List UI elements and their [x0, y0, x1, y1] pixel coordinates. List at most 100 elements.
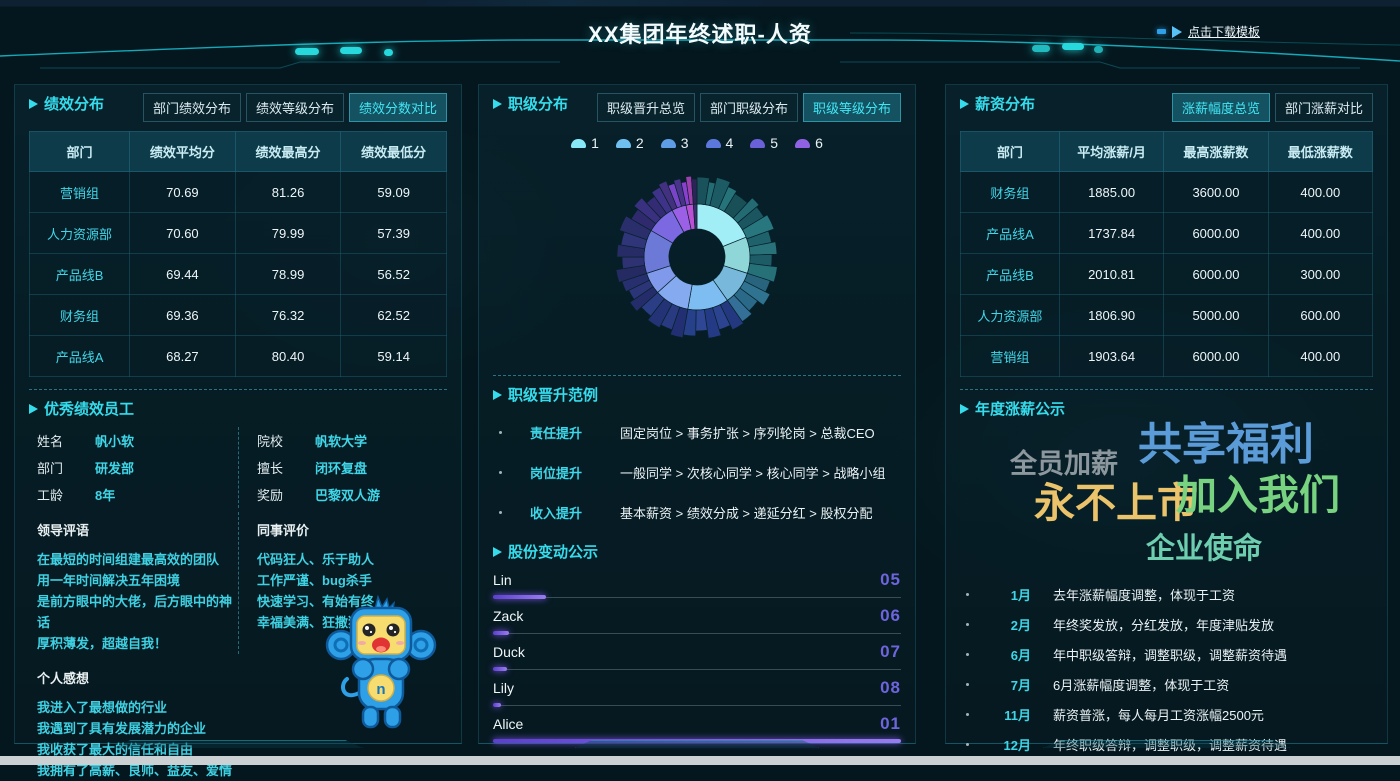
table-cell: 79.99: [235, 213, 341, 254]
raise-announcement-title: 年度涨薪公示: [960, 398, 1373, 419]
dashed-divider: [29, 389, 447, 390]
comment-line: 工作严谨、bug杀手: [257, 570, 447, 591]
table-cell: 1903.64: [1059, 336, 1163, 377]
legend-item[interactable]: 1: [571, 135, 599, 151]
field-value: 巴黎双人游: [315, 485, 380, 504]
triangle-marker-icon: [29, 404, 38, 414]
promotion-row: 岗位提升 一般同学 > 次核心同学 > 核心同学 > 战略小组: [499, 460, 901, 485]
table-cell: 营销组: [961, 336, 1060, 377]
bullet-dot: [966, 683, 969, 686]
raise-wordcloud: 共享福利 全员加薪 永不上市 加入我们 企业使命: [960, 421, 1373, 579]
field-label: 工龄: [37, 485, 95, 504]
download-link-label: 点击下载模板: [1188, 23, 1260, 40]
field-value: 闭环复盘: [315, 458, 367, 477]
table-row: 财务组 69.36 76.32 62.52: [30, 295, 447, 336]
legend-item[interactable]: 4: [706, 135, 734, 151]
share-name: Alice: [493, 716, 523, 732]
table-cell: 财务组: [961, 172, 1060, 213]
employee-fields-right: 院校 帆软大学 擅长 闭环复盘 奖励 巴黎双人游: [238, 427, 447, 508]
table-cell: 59.14: [341, 336, 447, 377]
table-cell: 81.26: [235, 172, 341, 213]
svg-text:n: n: [376, 681, 385, 698]
download-arrow-icon: [1172, 26, 1182, 38]
monkey-mascot-image: n: [323, 595, 439, 731]
triangle-marker-icon: [960, 99, 969, 109]
promotion-path: 固定岗位 > 事务扩张 > 序列轮岗 > 总裁CEO: [620, 423, 875, 442]
table-cell: 1885.00: [1059, 172, 1163, 213]
colleague-comments-title: 同事评价: [257, 520, 447, 539]
share-rank: 05: [880, 570, 901, 590]
share-name: Lin: [493, 572, 512, 588]
legend-label: 4: [726, 135, 734, 151]
shares-section-title: 股份变动公示: [493, 541, 901, 562]
tab-dept-level[interactable]: 部门职级分布: [700, 93, 798, 122]
triangle-marker-icon: [493, 547, 502, 557]
job-level-tabs: 职级晋升总览 部门职级分布 职级等级分布: [592, 93, 901, 122]
share-bar-fill: [493, 739, 901, 743]
table-cell: 1737.84: [1059, 213, 1163, 254]
leader-comments: 领导评语 在最短的时间组建最高效的团队 用一年时间解决五年困境 是前方眼中的大佬…: [29, 512, 238, 654]
legend-item[interactable]: 2: [616, 135, 644, 151]
performance-table: 部门 绩效平均分 绩效最高分 绩效最低分 营销组 70.69 81.26 59.…: [29, 131, 447, 377]
month-text: 薪资普涨，每人每月工资涨幅2500元: [1053, 705, 1264, 724]
legend-label: 5: [770, 135, 778, 151]
bottom-strip: [0, 756, 1400, 765]
wordcloud-word: 共享福利: [1138, 423, 1314, 467]
legend-item[interactable]: 3: [661, 135, 689, 151]
field-value: 研发部: [95, 458, 134, 477]
bullet-dot: [966, 593, 969, 596]
employee-section-title: 优秀绩效员工: [29, 398, 447, 419]
table-header-cell: 部门: [961, 132, 1060, 172]
glow-dot: [384, 49, 393, 56]
share-bar-fill: [493, 631, 509, 635]
table-header-cell: 绩效平均分: [130, 132, 236, 172]
performance-tabs: 部门绩效分布 绩效等级分布 绩效分数对比: [138, 93, 447, 122]
legend-item[interactable]: 6: [795, 135, 823, 151]
legend-item[interactable]: 5: [750, 135, 778, 151]
share-bar-track: [493, 664, 901, 670]
performance-section-title: 绩效分布: [29, 93, 104, 114]
table-cell: 人力资源部: [30, 213, 130, 254]
tab-promotion-overview[interactable]: 职级晋升总览: [597, 93, 695, 122]
share-rank: 01: [880, 714, 901, 734]
month-text: 去年涨薪幅度调整，体现于工资: [1053, 585, 1235, 604]
field-label: 部门: [37, 458, 95, 477]
share-bar-track: [493, 700, 901, 706]
tab-dept-performance[interactable]: 部门绩效分布: [143, 93, 241, 122]
legend-cloud-icon: [571, 139, 586, 148]
month-label: 2月: [983, 615, 1031, 634]
tab-level-grade[interactable]: 职级等级分布: [803, 93, 901, 122]
tab-performance-score[interactable]: 绩效分数对比: [349, 93, 447, 122]
table-cell: 1806.90: [1059, 295, 1163, 336]
download-template-link[interactable]: 点击下载模板: [1157, 23, 1260, 40]
legend-cloud-icon: [616, 139, 631, 148]
table-cell: 59.09: [341, 172, 447, 213]
table-header-row: 部门 绩效平均分 绩效最高分 绩效最低分: [30, 132, 447, 172]
promotion-row: 收入提升 基本薪资 > 绩效分成 > 递延分红 > 股权分配: [499, 500, 901, 525]
triangle-marker-icon: [29, 99, 38, 109]
promotion-row: 责任提升 固定岗位 > 事务扩张 > 序列轮岗 > 总裁CEO: [499, 420, 901, 445]
table-cell: 300.00: [1268, 254, 1372, 295]
bullet-dot: [499, 511, 502, 514]
job-level-panel: 职级分布 职级晋升总览 部门职级分布 职级等级分布 1 2 3 4 5 6 职级…: [478, 84, 916, 744]
comment-line: 在最短的时间组建最高效的团队: [37, 549, 238, 570]
salary-table: 部门 平均涨薪/月 最高涨薪数 最低涨薪数 财务组 1885.00 3600.0…: [960, 131, 1373, 377]
job-level-sunburst-chart[interactable]: [591, 151, 803, 363]
table-row: 人力资源部 1806.90 5000.00 600.00: [961, 295, 1373, 336]
table-row: 财务组 1885.00 3600.00 400.00: [961, 172, 1373, 213]
month-label: 1月: [983, 585, 1031, 604]
month-text: 年中职级答辩，调整职级，调整薪资待遇: [1053, 645, 1287, 664]
month-row: 2月 年终奖发放，分红发放，年度津贴发放: [960, 609, 1373, 639]
triangle-marker-icon: [493, 390, 502, 400]
share-bar-track: [493, 736, 901, 742]
tab-raise-overview[interactable]: 涨薪幅度总览: [1172, 93, 1270, 122]
field-value: 8年: [95, 485, 115, 504]
table-cell: 产品线A: [961, 213, 1060, 254]
tab-dept-raise[interactable]: 部门涨薪对比: [1275, 93, 1373, 122]
tab-performance-grade[interactable]: 绩效等级分布: [246, 93, 344, 122]
table-cell: 6000.00: [1164, 336, 1268, 377]
legend-cloud-icon: [795, 139, 810, 148]
month-label: 12月: [983, 735, 1031, 754]
